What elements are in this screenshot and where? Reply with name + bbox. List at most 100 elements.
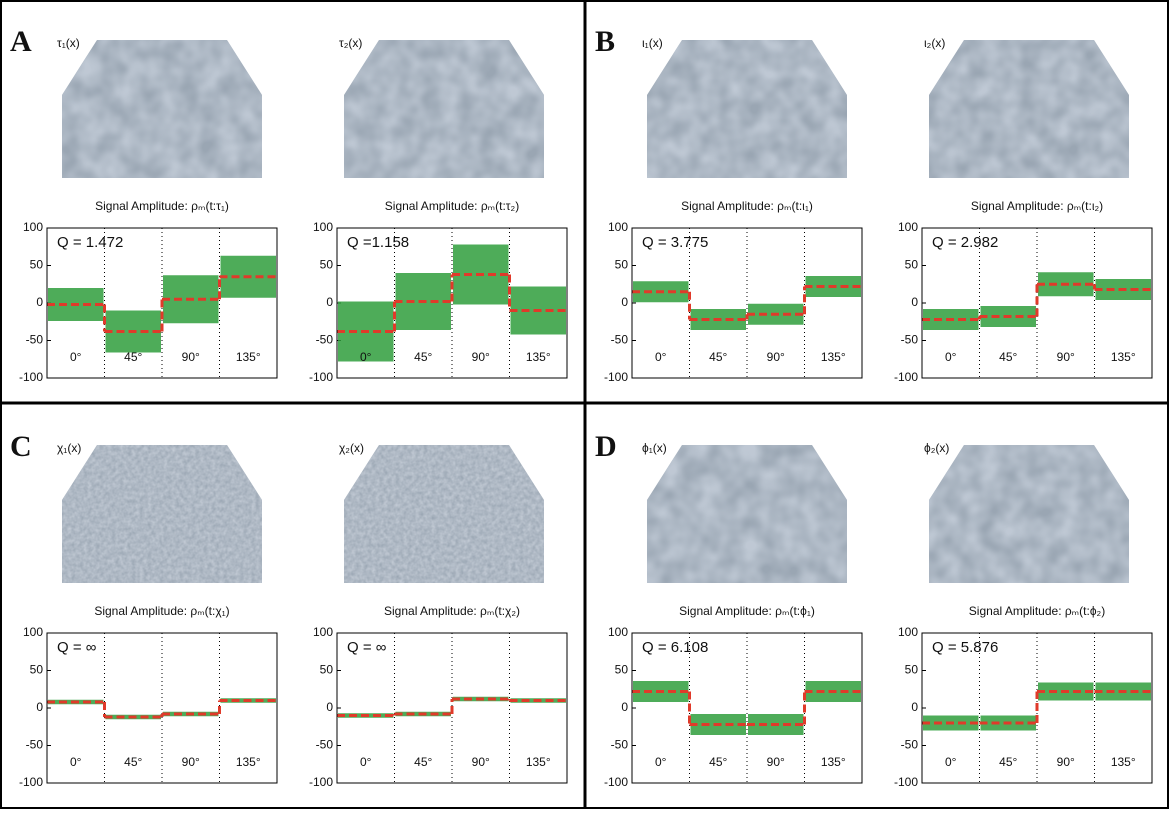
y-tick-label: 50 [320,663,334,677]
image-texture [647,445,847,583]
y-tick-label: 50 [905,258,919,272]
y-tick-label: 100 [313,625,333,639]
y-tick-label: 0 [621,295,628,309]
plot-title: Signal Amplitude: ρₘ(t:τ₂) [385,199,519,213]
image-label: ι₁(x) [642,36,663,50]
y-tick-label: 50 [30,258,44,272]
y-tick-label: -100 [604,775,628,789]
image-texture [929,40,1129,178]
y-tick-label: -50 [26,738,44,752]
category-label: 0° [655,350,667,364]
y-tick-label: 0 [911,700,918,714]
annotation: Q = ∞ [57,639,97,656]
image-label: χ₂(x) [339,441,364,455]
image-label: τ₂(x) [339,36,362,50]
plot-title: Signal Amplitude: ρₘ(t:ι₁) [681,199,813,213]
category-label: 90° [182,350,200,364]
y-tick-label: 0 [36,295,43,309]
category-label: 45° [709,755,727,769]
category-label: 135° [236,350,261,364]
y-tick-label: -50 [611,738,629,752]
category-label: 45° [414,350,432,364]
category-label: 45° [124,350,142,364]
image-label: τ₁(x) [57,36,80,50]
panel-letter: D [595,430,617,463]
y-tick-label: 0 [911,295,918,309]
category-label: 0° [70,755,82,769]
category-label: 135° [526,350,551,364]
image-texture [62,40,262,178]
y-tick-label: -50 [901,738,919,752]
plot-border [921,227,1153,379]
y-tick-label: 100 [898,625,918,639]
y-tick-label: 0 [36,700,43,714]
y-tick-label: -50 [611,333,629,347]
y-tick-label: -100 [19,370,43,384]
annotation: Q =1.158 [347,234,409,251]
y-tick-label: 100 [23,625,43,639]
plot-border [921,632,1153,784]
image-label: ϕ₁(x) [642,441,667,455]
y-tick-label: 100 [23,220,43,234]
annotation: Q = 6.108 [642,639,708,656]
y-tick-label: -100 [309,775,333,789]
y-tick-label: 0 [326,295,333,309]
annotation: Q = ∞ [347,639,387,656]
y-tick-label: 50 [615,663,629,677]
category-label: 45° [709,350,727,364]
y-tick-label: 100 [608,220,628,234]
y-tick-label: 50 [905,663,919,677]
y-tick-label: 0 [621,700,628,714]
category-label: 90° [767,755,785,769]
y-tick-label: 100 [608,625,628,639]
category-label: 90° [1057,350,1075,364]
y-tick-label: -50 [316,738,334,752]
plot-title: Signal Amplitude: ρₘ(t:χ₂) [384,604,520,618]
image-texture [647,40,847,178]
panel-letter: A [10,25,32,58]
category-label: 90° [767,350,785,364]
y-tick-label: 50 [615,258,629,272]
annotation: Q = 5.876 [932,639,998,656]
annotation: Q = 3.775 [642,234,708,251]
y-tick-label: -50 [316,333,334,347]
category-label: 45° [999,755,1017,769]
plot-title: Signal Amplitude: ρₘ(t:ϕ₂) [969,604,1105,618]
y-tick-label: -50 [26,333,44,347]
image-texture [344,40,544,178]
y-tick-label: -100 [894,370,918,384]
category-label: 135° [1111,350,1136,364]
y-tick-label: 50 [320,258,334,272]
plot-border [336,632,568,784]
plot-border [631,632,863,784]
plot-border [46,632,278,784]
y-tick-label: -100 [604,370,628,384]
image-texture [344,445,544,583]
category-label: 0° [945,755,957,769]
category-label: 0° [655,755,667,769]
image-label: ϕ₂(x) [924,441,949,455]
category-label: 90° [472,755,490,769]
y-tick-label: -100 [19,775,43,789]
category-label: 0° [70,350,82,364]
image-label: ι₂(x) [924,36,945,50]
y-tick-label: -100 [894,775,918,789]
category-label: 135° [526,755,551,769]
category-label: 45° [124,755,142,769]
image-label: χ₁(x) [57,441,81,455]
category-label: 90° [182,755,200,769]
plot-border [46,227,278,379]
y-tick-label: -50 [901,333,919,347]
plot-title: Signal Amplitude: ρₘ(t:ϕ₁) [679,604,815,618]
y-tick-label: 100 [313,220,333,234]
plot-border [631,227,863,379]
y-tick-label: -100 [309,370,333,384]
panel-letter: C [10,430,32,463]
plot-title: Signal Amplitude: ρₘ(t:ι₂) [971,199,1103,213]
category-label: 90° [472,350,490,364]
category-label: 135° [821,350,846,364]
category-label: 90° [1057,755,1075,769]
category-label: 0° [360,350,372,364]
category-label: 135° [821,755,846,769]
